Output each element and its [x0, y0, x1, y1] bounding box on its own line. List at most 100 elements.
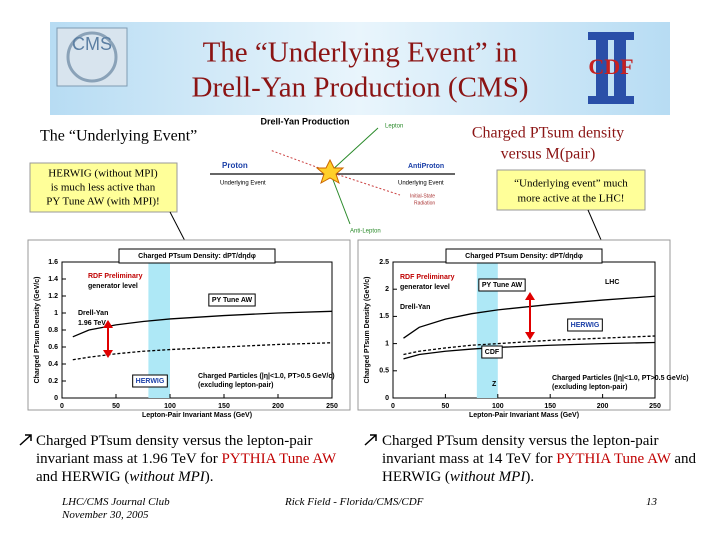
y-tick-label: 0.8	[48, 327, 58, 334]
callout-text: “Underlying event” much	[514, 178, 628, 190]
series-line	[72, 342, 333, 361]
y-tick-label: 0.6	[48, 344, 58, 351]
x-tick-label: 250	[649, 403, 661, 410]
pointer	[169, 211, 187, 244]
annotation: generator level	[88, 283, 138, 290]
annotation: Z	[492, 381, 497, 388]
callout-text: is much less active than	[51, 182, 156, 194]
right-heading: versus M(pair)	[501, 146, 596, 163]
diagram-label: Proton	[222, 161, 248, 170]
left-heading: The “Underlying Event”	[40, 128, 197, 145]
series-label-box	[132, 374, 168, 388]
title-line: The “Underlying Event” in	[203, 37, 518, 69]
cdf-logo-bar	[588, 96, 634, 104]
series-label: CDF	[485, 349, 500, 356]
series-label-box	[208, 293, 256, 307]
annotation: 1.96 TeV	[78, 320, 106, 327]
diagram-label: Anti-Lepton	[350, 229, 381, 235]
shaded-range	[148, 262, 170, 398]
y-tick-label: 1	[385, 340, 389, 347]
x-tick-label: 150	[544, 403, 556, 410]
cms-logo-text: CMS	[72, 34, 112, 54]
arrow-head	[103, 320, 113, 328]
diagram-label: Underlying Event	[398, 181, 444, 187]
bullet: Charged PTsum density versus the lepton-…	[382, 432, 702, 486]
x-tick-label: 150	[218, 403, 230, 410]
diagram-label: AntiProton	[408, 163, 444, 170]
y-tick-label: 0.5	[379, 368, 389, 375]
series-label: HERWIG	[136, 378, 165, 385]
footer-text: November 30, 2005	[62, 509, 149, 521]
y-tick-label: 1.6	[48, 259, 58, 266]
shaded-range	[476, 262, 498, 398]
series-line	[72, 310, 333, 338]
bullet-text: PYTHIA Tune AW	[221, 451, 336, 467]
series-label: HERWIG	[571, 322, 600, 329]
diagram-label: Underlying Event	[220, 181, 266, 187]
diagram-label: Lepton	[385, 124, 403, 130]
y-tick-label: 1.4	[48, 276, 58, 283]
y-axis-label: Charged PTsum Density (GeV/c)	[364, 277, 371, 384]
y-tick-label: 0	[54, 395, 58, 402]
arrow-head	[525, 292, 535, 300]
radiation	[329, 171, 401, 196]
y-tick-label: 1.5	[379, 313, 389, 320]
diagram-label: Radiation	[414, 200, 435, 206]
x-tick-label: 50	[112, 403, 120, 410]
callout-text: PY Tune AW (with MPI)!	[46, 196, 159, 208]
bullet-text: Charged PTsum density versus the lepton-…	[382, 433, 659, 467]
annotation: generator level	[400, 284, 450, 291]
bullet-text: Charged PTsum density versus the lepton-…	[36, 433, 313, 467]
series-line	[403, 335, 656, 356]
left-callout	[29, 162, 178, 213]
cdf-logo-text: CDF	[588, 54, 633, 79]
callout-text: HERWIG (without MPI)	[48, 168, 158, 180]
callout-text: more active at the LHC!	[518, 193, 625, 205]
series-label: PY Tune AW	[212, 297, 253, 304]
annotation: (excluding lepton-pair)	[552, 384, 627, 391]
y-tick-label: 2.5	[379, 259, 389, 266]
x-axis-label: Lepton-Pair Invariant Mass (GeV)	[142, 412, 252, 419]
annotation: LHC	[605, 279, 619, 286]
antilepton-line	[329, 171, 351, 225]
y-axis-label: Charged PTsum Density (GeV/c)	[34, 277, 41, 384]
diagram-title: Drell-Yan Production	[260, 116, 349, 126]
bullet-text: and HERWIG (	[382, 451, 697, 485]
cms-logo-ring	[66, 31, 118, 83]
series-label-box	[567, 318, 603, 332]
x-tick-label: 100	[492, 403, 504, 410]
right-heading: Charged PTsum density	[472, 125, 624, 142]
bullet-text: without MPI	[449, 469, 526, 485]
y-tick-label: 0.4	[48, 361, 58, 368]
chart-title-box	[118, 248, 276, 264]
x-tick-label: 250	[326, 403, 338, 410]
bullet-icon	[19, 434, 32, 446]
y-tick-label: 1	[54, 310, 58, 317]
y-tick-label: 2	[385, 286, 389, 293]
y-tick-label: 0	[385, 395, 389, 402]
lepton-line	[329, 127, 379, 173]
series-line	[403, 295, 656, 339]
x-axis-label: Lepton-Pair Invariant Mass (GeV)	[469, 412, 579, 419]
annotation: (excluding lepton-pair)	[198, 382, 273, 389]
chart-title-box	[445, 248, 603, 264]
annotation: Charged Particles (|η|<1.0, PT>0.5 GeV/c…	[552, 375, 689, 382]
bullet-text: PYTHIA Tune AW	[556, 451, 671, 467]
footer-left: LHC/CMS Journal Club November 30, 2005	[62, 496, 170, 522]
annotation: RDF Preliminary	[88, 273, 143, 280]
annotation: Drell-Yan	[400, 304, 430, 311]
right-callout	[496, 169, 646, 211]
series-label-box	[478, 278, 526, 292]
annotation: RDF Preliminary	[400, 274, 455, 281]
arrow-head	[103, 350, 113, 358]
collision	[315, 158, 345, 185]
bullet-text: and HERWIG (	[36, 469, 130, 485]
chart-title: Charged PTsum Density: dPT/dηdφ	[138, 253, 256, 260]
annotation: Drell-Yan	[78, 310, 108, 317]
footer-page: 13	[646, 496, 657, 508]
x-tick-label: 200	[597, 403, 609, 410]
x-tick-label: 100	[164, 403, 176, 410]
arrow-head	[525, 332, 535, 340]
